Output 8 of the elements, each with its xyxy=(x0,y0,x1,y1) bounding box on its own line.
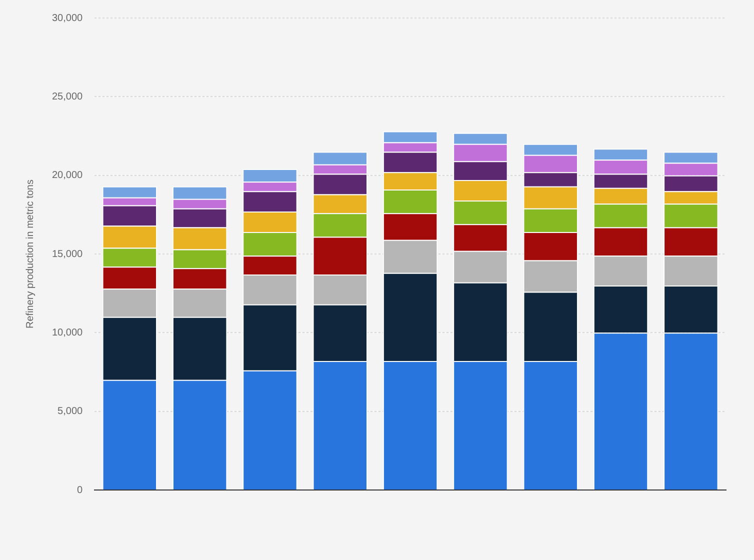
y-tick-label: 10,000 xyxy=(52,327,84,338)
y-tick-label: 20,000 xyxy=(52,170,84,182)
y-tick-label: 0 xyxy=(77,484,84,496)
y-tick-label: 15,000 xyxy=(52,248,84,260)
y-tick-label: 30,000 xyxy=(52,12,84,24)
y-tick-label: 5,000 xyxy=(58,406,84,418)
y-axis-title: Refinery production in metric tons xyxy=(24,180,36,328)
y-tick-label: 25,000 xyxy=(52,91,84,102)
